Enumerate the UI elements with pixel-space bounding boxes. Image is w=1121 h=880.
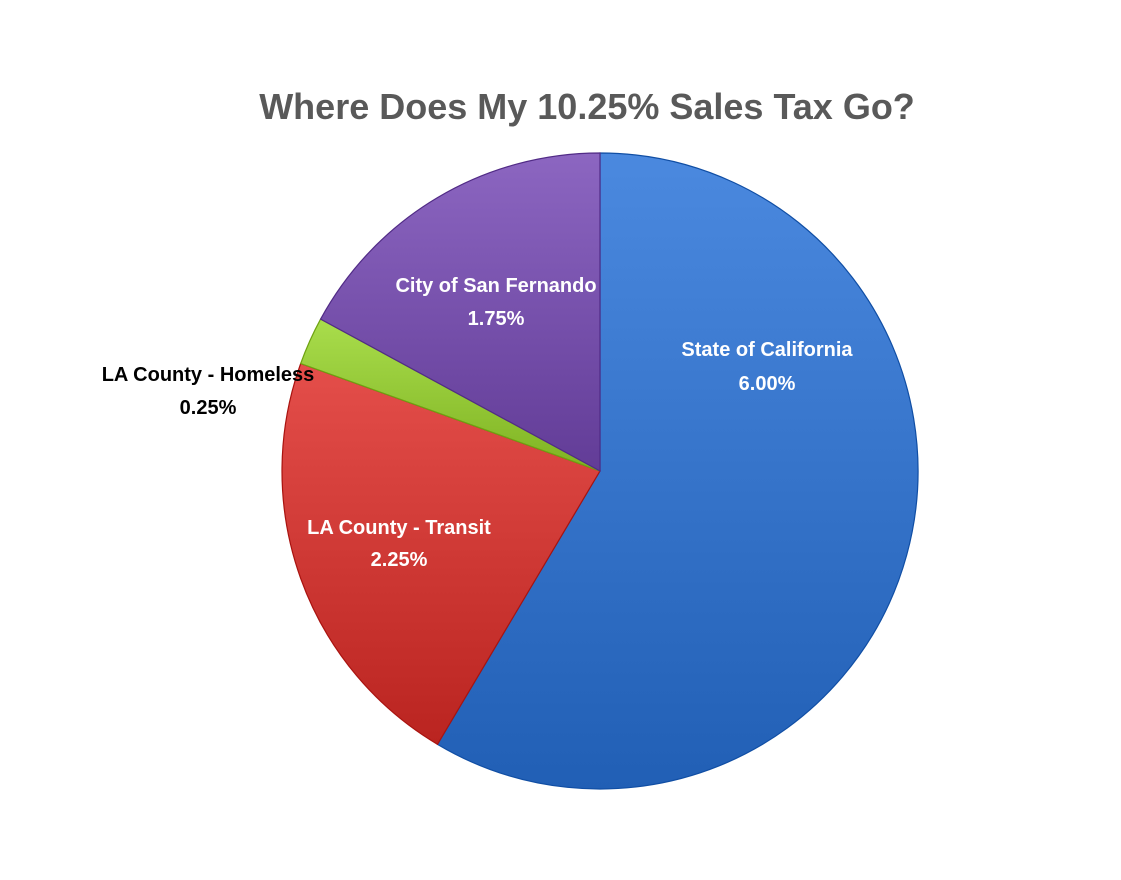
slice-label-state-of-california: State of California 6.00% xyxy=(681,339,853,395)
slice-name-label: State of California xyxy=(681,339,853,361)
slice-name-label: City of San Fernando xyxy=(395,275,596,297)
slice-label-city-of-san-fernando: City of San Fernando 1.75% xyxy=(395,275,596,330)
slice-label-la-county-homeless: LA County - Homeless 0.25% xyxy=(102,364,315,419)
slice-value-label: 6.00% xyxy=(739,373,796,395)
slice-label-la-county-transit: LA County - Transit 2.25% xyxy=(307,517,491,571)
slice-name-label: LA County - Homeless xyxy=(102,364,315,386)
pie-slice-city-of-san-fernando xyxy=(319,152,601,473)
pie-slice-la-county-transit xyxy=(281,362,601,746)
pie-slices xyxy=(281,152,919,790)
chart-title: Where Does My 10.25% Sales Tax Go? xyxy=(259,86,915,127)
pie-slice-state-of-california xyxy=(436,152,919,790)
slice-value-label: 0.25% xyxy=(180,397,237,419)
pie-labels: State of California 6.00% LA County - Tran… xyxy=(102,275,854,571)
slice-name-label: LA County - Transit xyxy=(307,517,491,539)
slice-value-label: 2.25% xyxy=(371,549,428,571)
slice-value-label: 1.75% xyxy=(468,308,525,330)
